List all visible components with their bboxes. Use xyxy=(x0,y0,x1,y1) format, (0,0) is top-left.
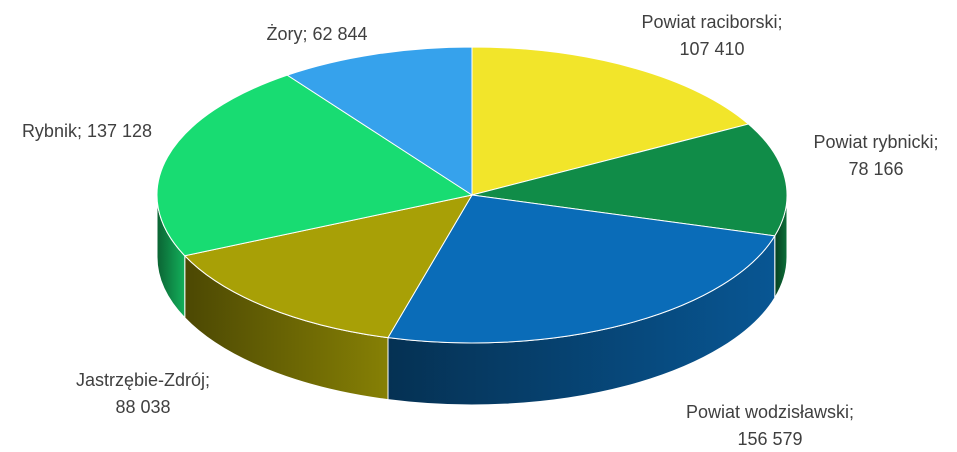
label-name: Jastrzębie-Zdrój; xyxy=(76,370,210,390)
data-label: Jastrzębie-Zdrój; 88 038 xyxy=(76,370,210,417)
label-value: 156 579 xyxy=(737,429,802,449)
label-name: Powiat raciborski; xyxy=(641,12,782,32)
label-name: Rybnik; xyxy=(22,121,82,141)
data-label: Rybnik; 137 128 xyxy=(22,121,152,141)
label-value: 78 166 xyxy=(848,159,903,179)
slice xyxy=(471,123,788,237)
slice xyxy=(156,74,474,257)
slice xyxy=(387,194,776,344)
data-label: Powiat rybnicki; 78 166 xyxy=(813,132,938,179)
label-value: 88 038 xyxy=(115,397,170,417)
label-value: 107 410 xyxy=(679,39,744,59)
label-name: Żory; xyxy=(266,24,307,44)
label-name: Powiat wodzisławski; xyxy=(686,402,854,422)
data-label: Powiat raciborski; 107 410 xyxy=(641,12,782,59)
slice xyxy=(183,194,474,339)
slice xyxy=(286,46,473,196)
label-value: 62 844 xyxy=(312,24,367,44)
slice xyxy=(471,46,750,196)
data-label: Żory; 62 844 xyxy=(266,24,367,44)
label-value: 137 128 xyxy=(87,121,152,141)
label-name: Powiat rybnicki; xyxy=(813,132,938,152)
data-label: Powiat wodzisławski; 156 579 xyxy=(686,402,854,449)
